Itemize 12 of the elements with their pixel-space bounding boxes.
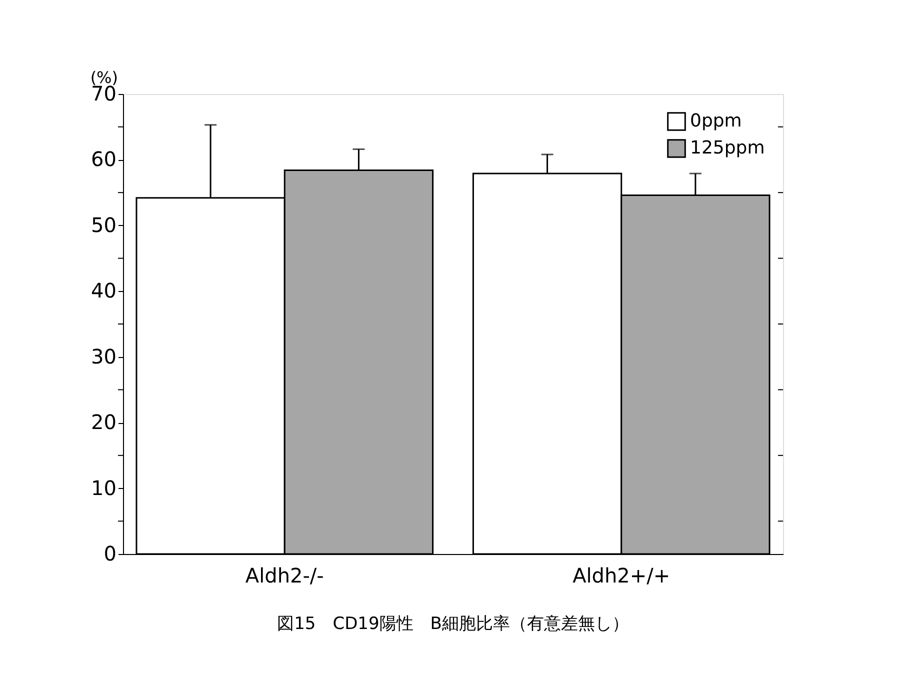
x-tick-label: Aldh2-/- bbox=[245, 564, 324, 588]
y-tick-label: 60 bbox=[91, 147, 116, 172]
y-tick-label: 40 bbox=[91, 278, 116, 303]
legend-label: 0ppm bbox=[690, 110, 742, 132]
caption: 図15 CD19陽性 B細胞比率（有意差無し） bbox=[277, 614, 629, 634]
x-tick-label: Aldh2+/+ bbox=[572, 564, 670, 588]
y-tick-label: 30 bbox=[91, 344, 116, 368]
legend-label: 125ppm bbox=[690, 138, 765, 158]
y-tick-label: 0 bbox=[104, 542, 116, 566]
y-tick-label: 20 bbox=[91, 410, 116, 434]
y-tick-label: 50 bbox=[91, 212, 116, 237]
y-tick-label: 10 bbox=[91, 476, 116, 500]
